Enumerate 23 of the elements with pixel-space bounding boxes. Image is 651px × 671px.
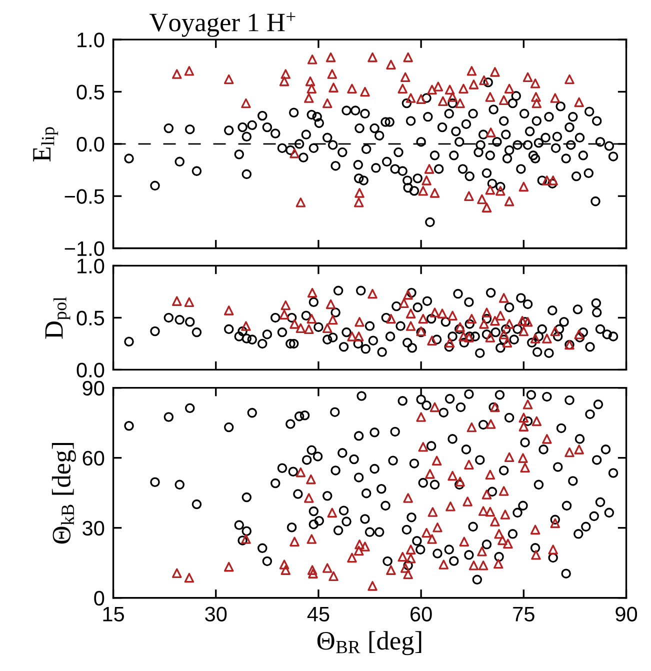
x-tick-label: 15: [103, 606, 124, 622]
y-tick-label: 0.0: [76, 136, 104, 152]
x-tick-label: 75: [513, 606, 534, 622]
x-tick-label: 90: [616, 606, 638, 622]
x-axis-title: Θ$_{BR}$ [deg]: [317, 631, 422, 656]
y-tick-label: −1.0: [64, 241, 104, 256]
y-tick-label: 0.5: [76, 310, 104, 326]
y-axis-title: E$_{lip}$: [33, 127, 58, 162]
y-tick-label: 60: [82, 450, 104, 466]
chart-title: Voyager 1 H$^{+}$: [149, 12, 296, 37]
y-axis-title: Θ$_{kB}$ [deg]: [52, 442, 76, 544]
y-tick-label: −0.5: [64, 189, 104, 204]
x-tick-label: 45: [307, 606, 330, 622]
y-tick-label: 0.0: [76, 362, 104, 378]
y-tick-label: 0.5: [76, 84, 104, 100]
y-tick-label: 1.0: [78, 258, 104, 274]
x-tick-label: 60: [410, 606, 432, 622]
y-tick-label: 0: [94, 590, 104, 606]
y-tick-label: 90: [82, 380, 104, 396]
y-tick-label: 30: [82, 520, 104, 536]
y-axis-title: D$_{pol}$: [45, 296, 70, 339]
y-tick-label: 1.0: [78, 32, 104, 48]
x-tick-label: 30: [205, 606, 227, 622]
